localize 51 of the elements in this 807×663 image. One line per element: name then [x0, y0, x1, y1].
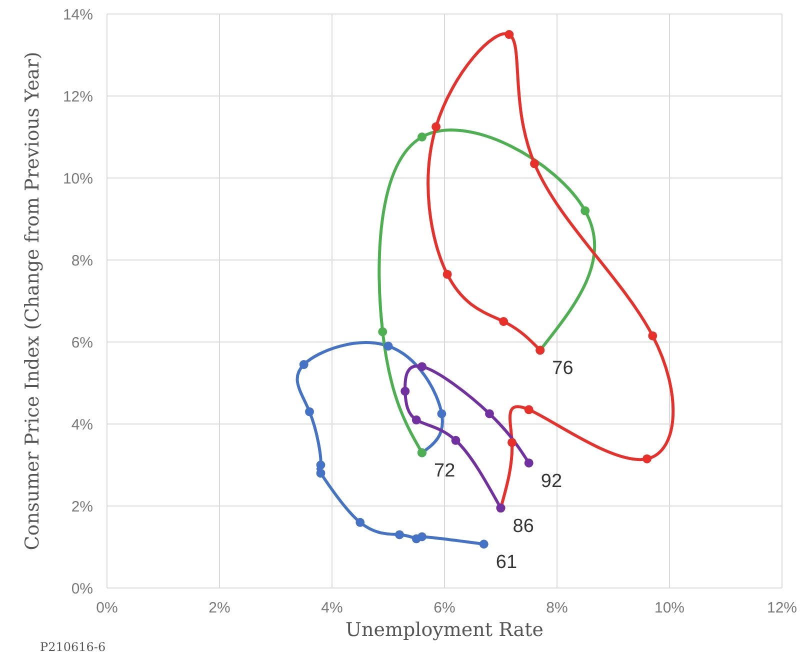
point [479, 540, 488, 549]
x-tick-label: 0% [96, 600, 118, 617]
y-tick-label: 14% [62, 6, 93, 24]
point [356, 518, 365, 527]
annotation: 92 [540, 470, 562, 492]
annotation: 86 [512, 516, 534, 538]
x-tick-label: 2% [208, 600, 230, 617]
y-tick-label: 4% [71, 416, 93, 434]
point [378, 327, 388, 336]
point [504, 30, 514, 39]
x-tick-label: 6% [434, 600, 456, 617]
y-axis-title: Consumer Price Index (Change from Previous Year) [22, 52, 44, 550]
point [400, 386, 410, 396]
point [642, 454, 652, 464]
y-tick-label: 6% [71, 334, 93, 352]
annotation: 76 [552, 358, 574, 380]
annotation: 72 [434, 460, 456, 482]
point [418, 132, 426, 142]
point [442, 270, 452, 279]
point [508, 438, 516, 447]
text: P210616-6 [40, 640, 106, 654]
point [412, 534, 421, 544]
point [524, 458, 534, 468]
y-tick-label: 8% [71, 252, 93, 270]
point [451, 436, 460, 445]
point [437, 409, 446, 418]
y-tick-label: 12% [62, 88, 93, 106]
point [316, 468, 326, 478]
point [384, 342, 393, 351]
y-tick-label: 0% [71, 580, 93, 598]
annotation: 61 [496, 552, 518, 574]
x-tick-label: 4% [321, 600, 343, 617]
point [432, 122, 441, 132]
y-tick-label: 10% [62, 170, 93, 188]
x-axis-title: Unemployment Rate [345, 619, 544, 641]
point [530, 159, 539, 168]
point [305, 407, 314, 416]
point [499, 317, 508, 326]
point [648, 331, 658, 340]
x-tick-label: 10% [654, 600, 685, 617]
point [316, 460, 326, 470]
point [395, 530, 404, 540]
x-tick-label: 8% [546, 600, 568, 617]
point [485, 409, 494, 418]
y-tick-label: 2% [71, 498, 93, 516]
point [418, 362, 426, 372]
point [299, 360, 308, 370]
point [412, 415, 421, 424]
point [580, 206, 590, 216]
x-tick-label: 12% [766, 600, 798, 617]
point [524, 405, 534, 414]
